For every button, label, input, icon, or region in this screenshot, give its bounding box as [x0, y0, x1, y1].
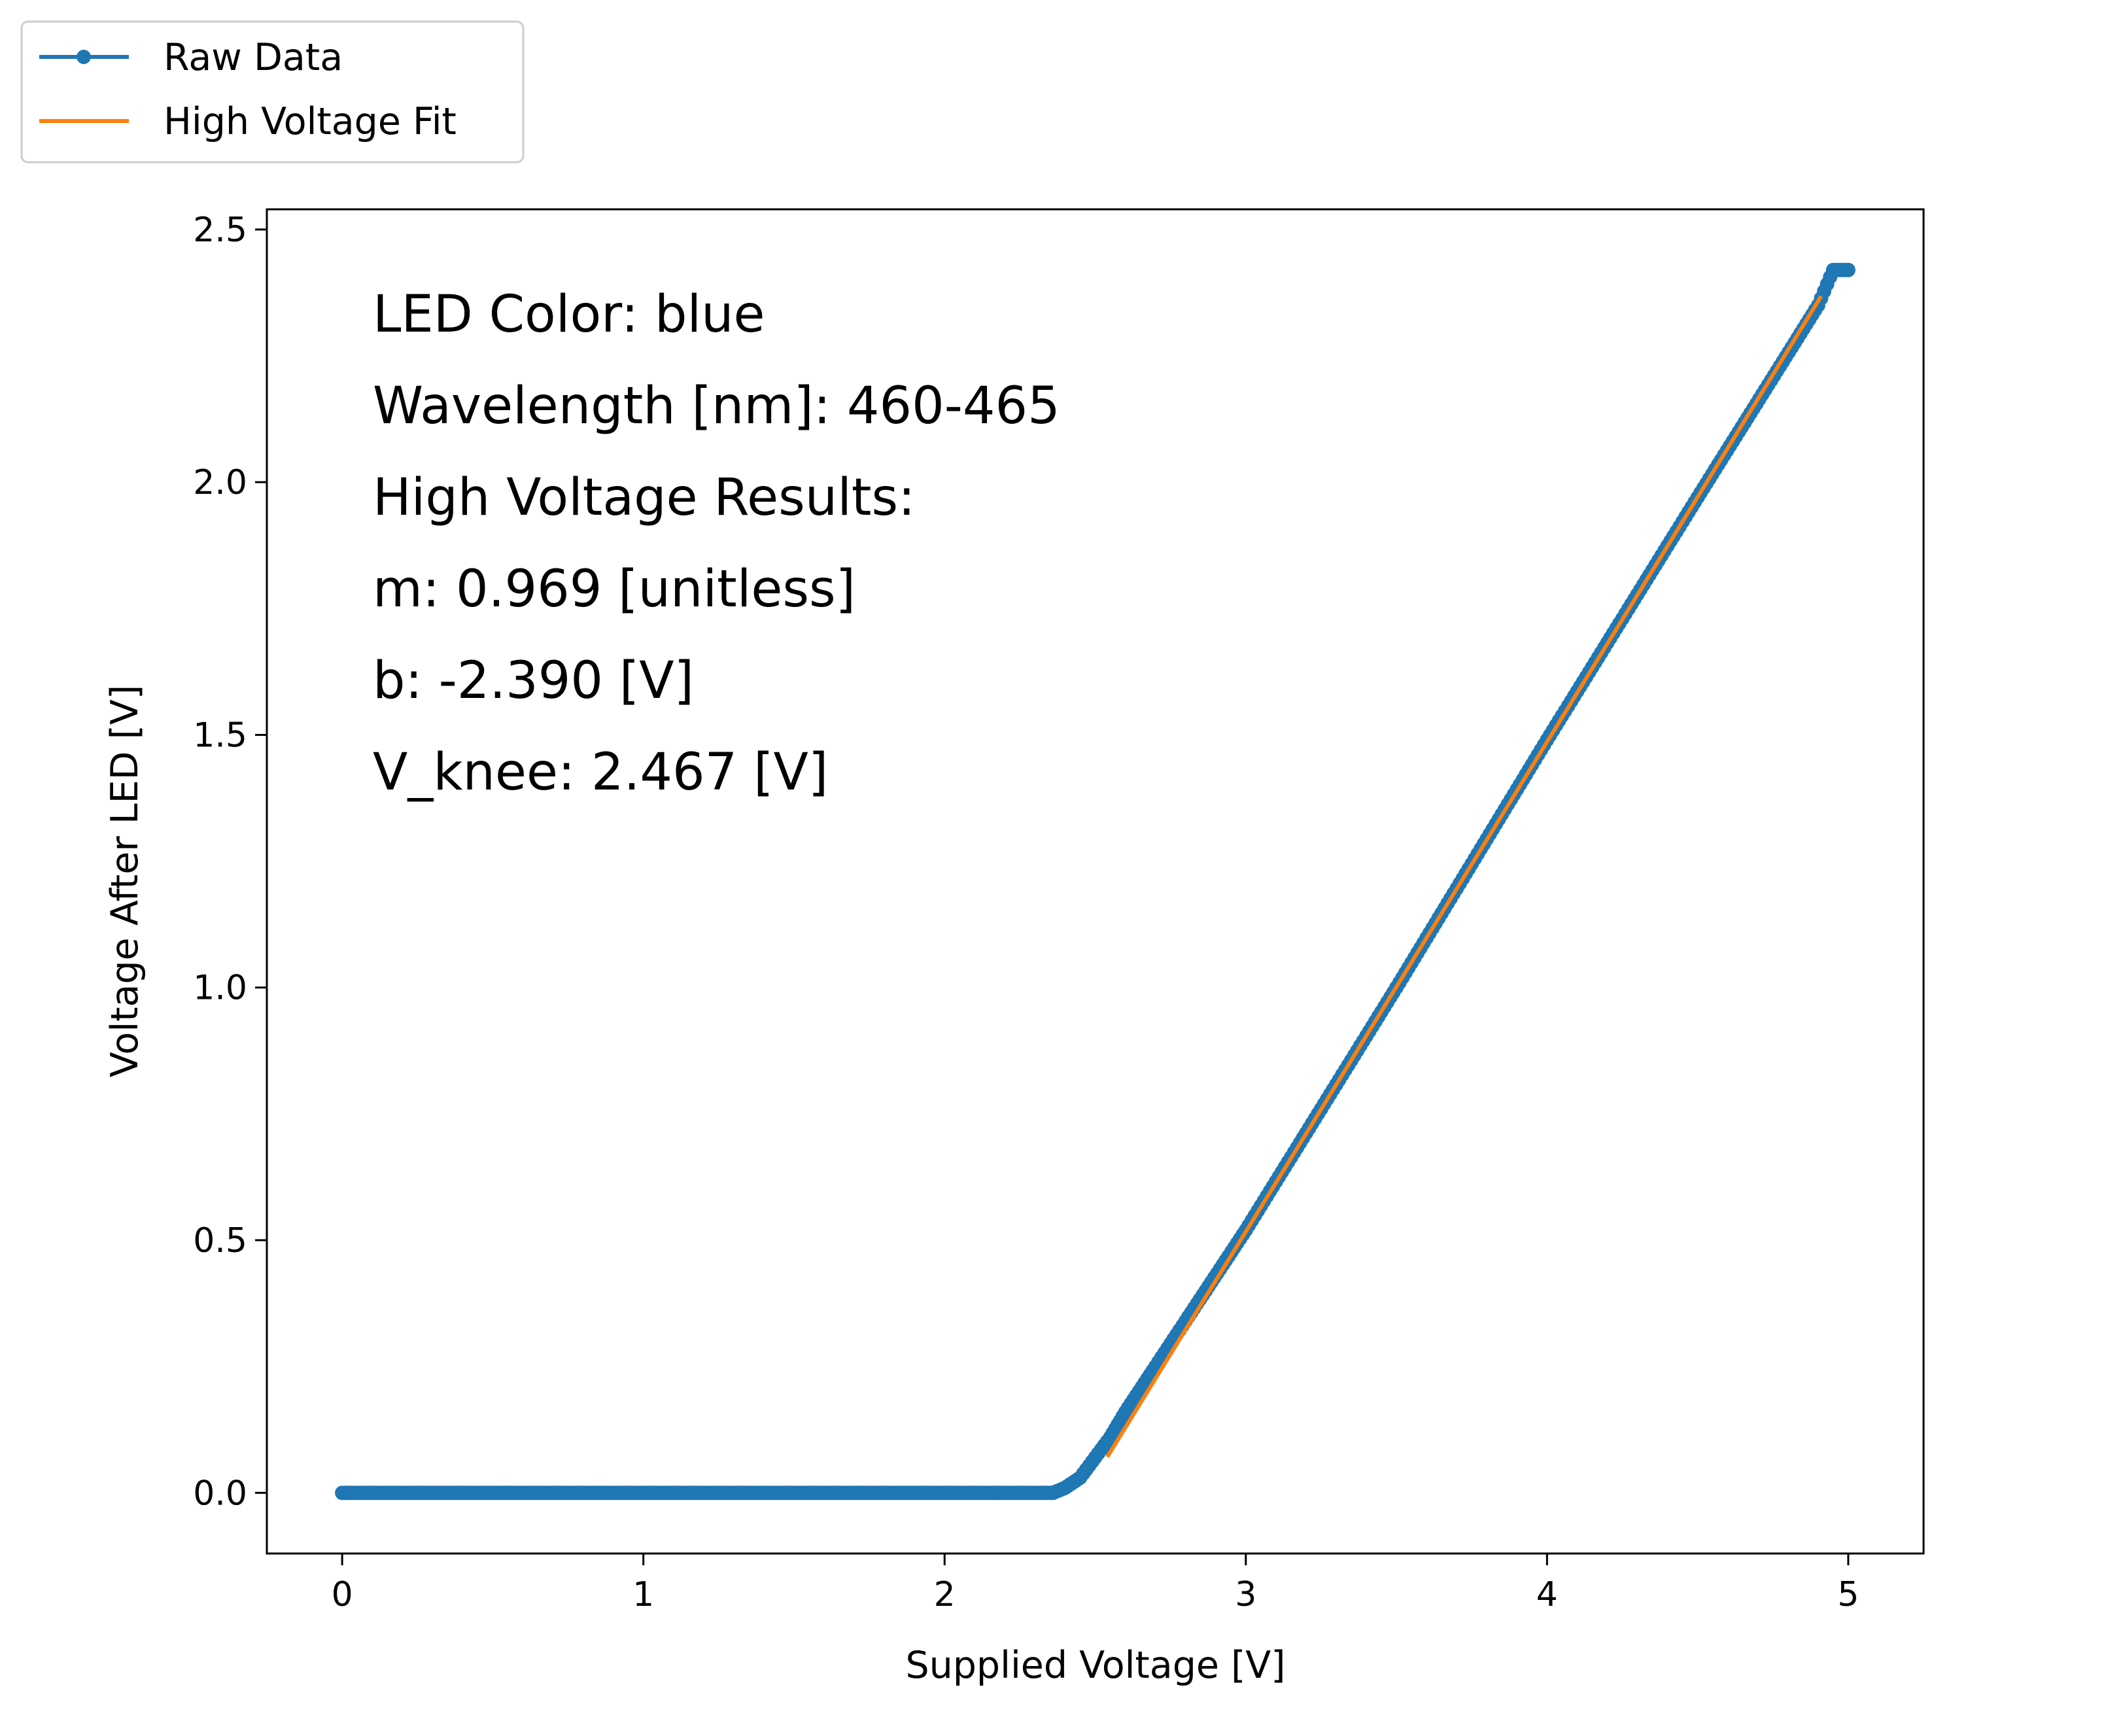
annotation-line: b: -2.390 [V]: [373, 651, 694, 710]
x-axis-label: Supplied Voltage [V]: [905, 1644, 1285, 1687]
x-tick-label: 4: [1536, 1575, 1558, 1614]
legend-label-high-voltage-fit: High Voltage Fit: [164, 100, 457, 143]
x-tick-label: 3: [1235, 1575, 1256, 1614]
annotation-line: High Voltage Results:: [373, 468, 915, 527]
y-axis-label: Voltage After LED [V]: [103, 685, 147, 1077]
plot-frame: [266, 208, 1925, 1555]
legend-box: [20, 20, 525, 164]
legend-label-raw-data: Raw Data: [164, 36, 343, 79]
annotation-line: LED Color: blue: [373, 285, 765, 344]
y-tick-label: 0.0: [193, 1474, 247, 1513]
annotation-line: V_knee: 2.467 [V]: [373, 743, 828, 802]
y-tick-label: 0.5: [193, 1221, 247, 1260]
raw-data-point: [1840, 262, 1856, 277]
y-tick-label: 2.0: [193, 463, 247, 502]
high-voltage-fit-line: [1105, 295, 1823, 1459]
raw-data-line: [342, 268, 1848, 1495]
legend-marker-raw-data: [77, 50, 91, 64]
x-tick-label: 5: [1837, 1575, 1859, 1614]
y-tick-label: 1.0: [193, 969, 247, 1008]
ticks-layer: 0 1 2 3 4 5 0.0 0.5 1.0 1.5 2.0 2.5: [193, 211, 1859, 1614]
y-tick-label: 1.5: [193, 716, 247, 755]
annotation-line: Wavelength [nm]: 460-465: [373, 377, 1060, 436]
raw-data-markers: [335, 262, 1856, 1501]
annotation-block: LED Color: blue Wavelength [nm]: 460-465…: [373, 285, 1060, 802]
x-tick-label: 2: [934, 1575, 956, 1614]
legend: Raw Data High Voltage Fit: [20, 20, 525, 164]
annotation-line: m: 0.969 [unitless]: [373, 560, 855, 619]
x-tick-label: 1: [632, 1575, 654, 1614]
x-tick-label: 0: [332, 1575, 353, 1614]
series-layer: [335, 262, 1856, 1501]
y-tick-label: 2.5: [193, 211, 247, 250]
